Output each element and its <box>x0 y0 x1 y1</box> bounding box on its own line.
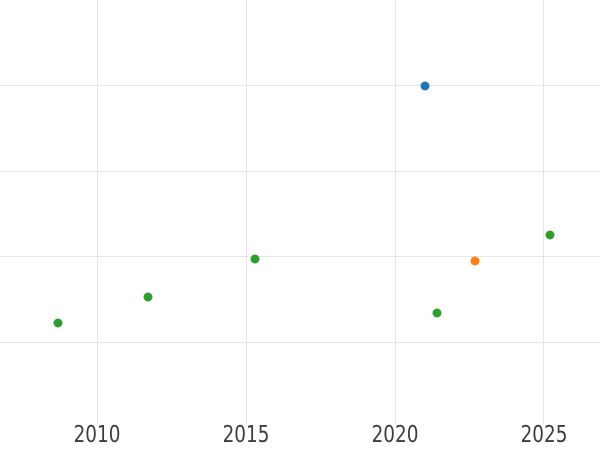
green-series-point <box>545 230 555 240</box>
vertical-gridline <box>245 0 247 424</box>
horizontal-gridline <box>0 85 600 87</box>
green-series-point <box>432 308 442 318</box>
horizontal-gridline <box>0 256 600 258</box>
x-tick-label: 2020 <box>371 422 419 448</box>
horizontal-gridline <box>0 170 600 172</box>
vertical-gridline <box>543 0 545 424</box>
x-tick-label: 2025 <box>520 422 568 448</box>
horizontal-gridline <box>0 341 600 343</box>
orange-series-point <box>470 256 480 266</box>
x-tick-label: 2010 <box>73 422 121 448</box>
vertical-gridline <box>96 0 98 424</box>
green-series-point <box>53 318 63 328</box>
green-series-point <box>143 292 153 302</box>
green-series-point <box>250 254 260 264</box>
blue-series-point <box>420 81 430 91</box>
x-tick-label: 2015 <box>222 422 270 448</box>
vertical-gridline <box>394 0 396 424</box>
